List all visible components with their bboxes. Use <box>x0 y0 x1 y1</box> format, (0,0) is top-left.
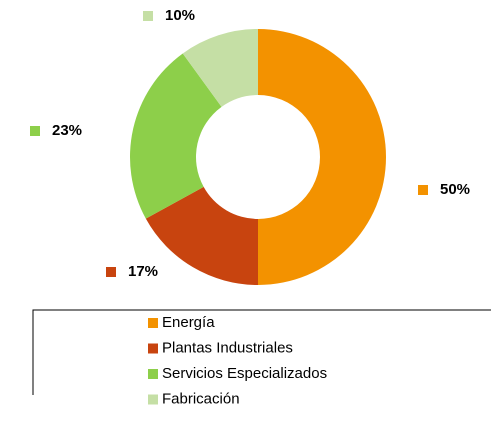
data-label: 17% <box>128 263 158 280</box>
label-key <box>418 185 428 195</box>
legend-label: Plantas Industriales <box>162 339 293 356</box>
label-key <box>143 11 153 21</box>
legend-label: Fabricación <box>162 390 240 407</box>
legend-key <box>148 318 158 328</box>
label-key <box>106 267 116 277</box>
data-label: 10% <box>165 7 195 24</box>
donut-slice <box>145 186 258 285</box>
data-label: 50% <box>440 181 470 198</box>
legend-key <box>148 343 158 354</box>
legend-label: Servicios Especializados <box>162 365 327 382</box>
legend-label: Energía <box>162 314 215 331</box>
legend-box <box>32 309 491 395</box>
label-key <box>30 126 40 136</box>
data-label: 23% <box>52 122 82 139</box>
donut-slice <box>130 53 222 219</box>
legend-key <box>148 369 158 379</box>
donut-slice <box>258 29 386 285</box>
donut-slice <box>182 29 258 107</box>
legend-key <box>148 394 158 405</box>
